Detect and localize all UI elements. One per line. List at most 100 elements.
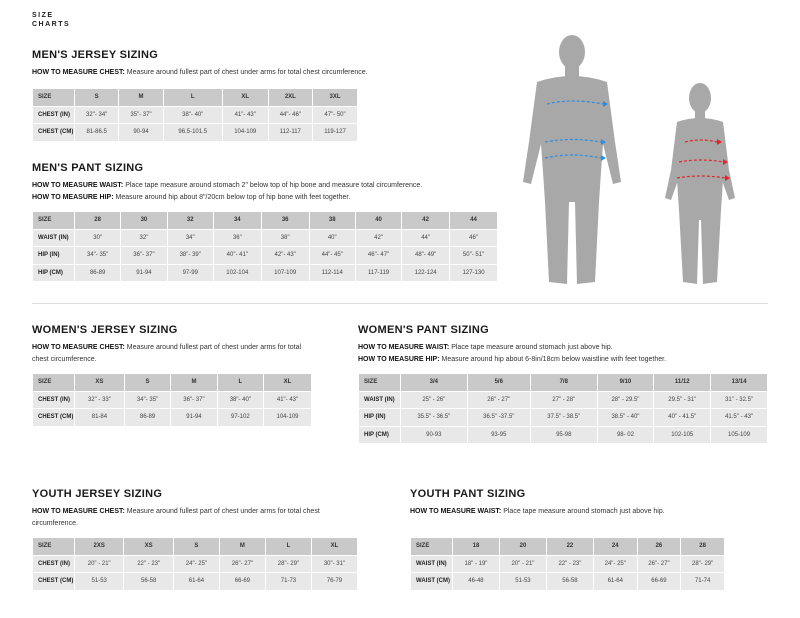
table-cell: 32" [120, 228, 168, 247]
instruction-line: HOW TO MEASURE HIP: Measure around hip a… [358, 354, 768, 366]
section-title: WOMEN'S JERSEY SIZING [32, 324, 178, 336]
row-label-cell: CHEST (IN) [32, 554, 75, 573]
table-cell: 24"- 25" [172, 554, 220, 573]
table-cell: 32" - 33" [74, 390, 125, 409]
table-header-row: SIZE S M L XL 2XL 3XL [32, 88, 358, 107]
table-cell: 35.5" - 36.5" [400, 408, 468, 427]
table-cell: 22" - 23" [545, 554, 594, 573]
row-label-cell: WAIST (IN) [410, 554, 453, 573]
table-cell: 28"- 29" [680, 554, 725, 573]
table-row: WAIST (CM) 46-48 51-53 56-58 61-64 66-69 71-74 [410, 572, 725, 591]
row-label-cell: SIZE [32, 537, 75, 556]
table-cell: 91-94 [170, 408, 218, 427]
instruction-label: HOW TO MEASURE HIP: [32, 193, 114, 201]
instruction-label: HOW TO MEASURE WAIST: [358, 344, 450, 351]
table-cell: 48"- 49" [401, 246, 451, 265]
measurement-instructions: HOW TO MEASURE WAIST: Place tape measure… [32, 180, 522, 203]
table-cell: XL [310, 537, 359, 556]
table-cell: L [264, 537, 312, 556]
table-cell: 20" - 21" [73, 554, 125, 573]
womens-pant-section: WOMEN'S PANT SIZING HOW TO MEASURE WAIST:… [358, 324, 768, 444]
table-cell: 28" - 29.5" [596, 390, 655, 409]
table-cell: 50"- 51" [449, 246, 498, 265]
table-cell: 18" - 19" [452, 554, 500, 573]
table-row: HIP (CM) 86-89 91-94 97-99 102-104 107-109 112… [32, 263, 498, 282]
instruction-text: Measure around hip about 6-8in/18cm belo… [439, 355, 667, 363]
section-title: WOMEN'S PANT SIZING [358, 324, 489, 336]
table-cell: 31" - 32.5" [710, 390, 768, 409]
table-cell: 61-64 [592, 572, 638, 591]
table-row: CHEST (CM) 81-86.5 90-94 96.5-101.5 104-109 1… [32, 123, 358, 142]
table-cell: M [218, 537, 266, 556]
table-cell: M [118, 88, 164, 107]
mens-pant-section: MEN'S PANT SIZING HOW TO MEASURE WAIST: P… [32, 162, 522, 282]
table-cell: 97-102 [216, 408, 265, 427]
instruction-text: Measure around hip about 8"/20cm below t… [113, 193, 351, 201]
table-cell: XS [123, 537, 174, 556]
size-table: SIZE 28 30 32 34 36 38 40 42 44 WAIST (IN) 30" 32" 34… [32, 211, 498, 282]
row-label-cell: WAIST (IN) [32, 228, 75, 247]
table-cell: 38.5" - 40" [596, 408, 655, 427]
table-cell: 46"- 47" [354, 246, 403, 265]
table-cell: 98- 02 [596, 425, 655, 444]
table-cell: 44"- 46" [267, 105, 314, 124]
table-cell: 32"- 34" [73, 105, 120, 124]
section-title: YOUTH JERSEY SIZING [32, 488, 163, 500]
size-table: SIZE XS S M L XL CHEST (IN) 32" - 33" 34"- 35" 36… [32, 373, 312, 427]
instruction-label: HOW TO MEASURE CHEST: [32, 508, 125, 515]
table-cell: 56-58 [123, 572, 174, 591]
table-cell: 29.5" - 31" [653, 390, 712, 409]
table-cell: 71-73 [264, 572, 312, 591]
table-cell: 28"- 29" [264, 554, 312, 573]
table-cell: 2XL [267, 88, 314, 107]
table-cell: 7/8 [529, 373, 598, 392]
table-cell: 47"- 50" [312, 105, 358, 124]
table-cell: 86-89 [123, 408, 172, 427]
table-cell: 26"- 27" [218, 554, 266, 573]
table-row: HIP (IN) 34"- 35" 36"- 37" 38"- 39" 40"- 41"… [32, 246, 498, 265]
table-header-row: SIZE 28 30 32 34 36 38 40 42 44 [32, 211, 498, 230]
table-cell: 104-109 [263, 408, 312, 427]
table-cell: 42"- 43" [260, 246, 310, 265]
table-cell: 26" - 27" [466, 390, 531, 409]
table-cell: 96.5-101.5 [162, 123, 223, 142]
instruction-line: HOW TO MEASURE WAIST: Place tape measure… [32, 180, 522, 192]
instruction-text: Place tape measure around stomach just a… [449, 344, 613, 351]
table-cell: S [123, 373, 172, 392]
instruction-line: HOW TO MEASURE WAIST: Place tape measure… [410, 506, 740, 518]
table-cell: 81-84 [74, 408, 125, 427]
table-cell: 28 [680, 537, 725, 556]
table-cell: M [170, 373, 218, 392]
table-cell: 38 [308, 211, 356, 230]
table-cell: 25" - 26" [400, 390, 468, 409]
table-cell: 95-98 [529, 425, 598, 444]
row-label-cell: HIP (IN) [32, 246, 75, 265]
table-cell: L [216, 373, 265, 392]
table-cell: 51-53 [498, 572, 547, 591]
table-cell: 90-93 [400, 425, 468, 444]
measurement-instructions: HOW TO MEASURE CHEST: Measure around ful… [32, 506, 362, 529]
measurement-instructions: HOW TO MEASURE CHEST: Measure around ful… [32, 342, 317, 365]
table-header-row: SIZE XS S M L XL [32, 373, 312, 392]
size-table: SIZE 3/4 5/6 7/8 9/10 11/12 13/14 WAIST (IN) 25"… [358, 373, 768, 444]
table-cell: 122-124 [401, 263, 451, 282]
instruction-label: HOW TO MEASURE WAIST: [410, 508, 502, 515]
size-table: SIZE 18 20 22 24 26 28 WAIST (IN) 18" - 19" 20" -… [410, 537, 725, 591]
row-label-cell: SIZE [410, 537, 453, 556]
table-cell: 34"- 35" [123, 390, 172, 409]
table-cell: 42 [401, 211, 451, 230]
table-cell: 40 [354, 211, 403, 230]
table-cell: 38"- 40" [216, 390, 265, 409]
table-cell: 44"- 45" [308, 246, 356, 265]
table-cell: 38"- 40" [162, 105, 223, 124]
table-cell: 41.5" - 43" [710, 408, 768, 427]
table-cell: 40"- 41" [212, 246, 262, 265]
table-cell: 22" - 23" [123, 554, 174, 573]
instruction-text: Measure around fullest part of chest und… [32, 508, 320, 527]
table-cell: 35"- 37" [118, 105, 164, 124]
table-row: HIP (IN) 35.5" - 36.5" 36.5" -37.5" 37.5" -… [358, 408, 768, 427]
instruction-label: HOW TO MEASURE HIP: [358, 355, 440, 363]
table-cell: 102-104 [212, 263, 262, 282]
instruction-text: Measure around fullest part of chest und… [32, 344, 302, 363]
table-cell: 26"- 27" [636, 554, 682, 573]
